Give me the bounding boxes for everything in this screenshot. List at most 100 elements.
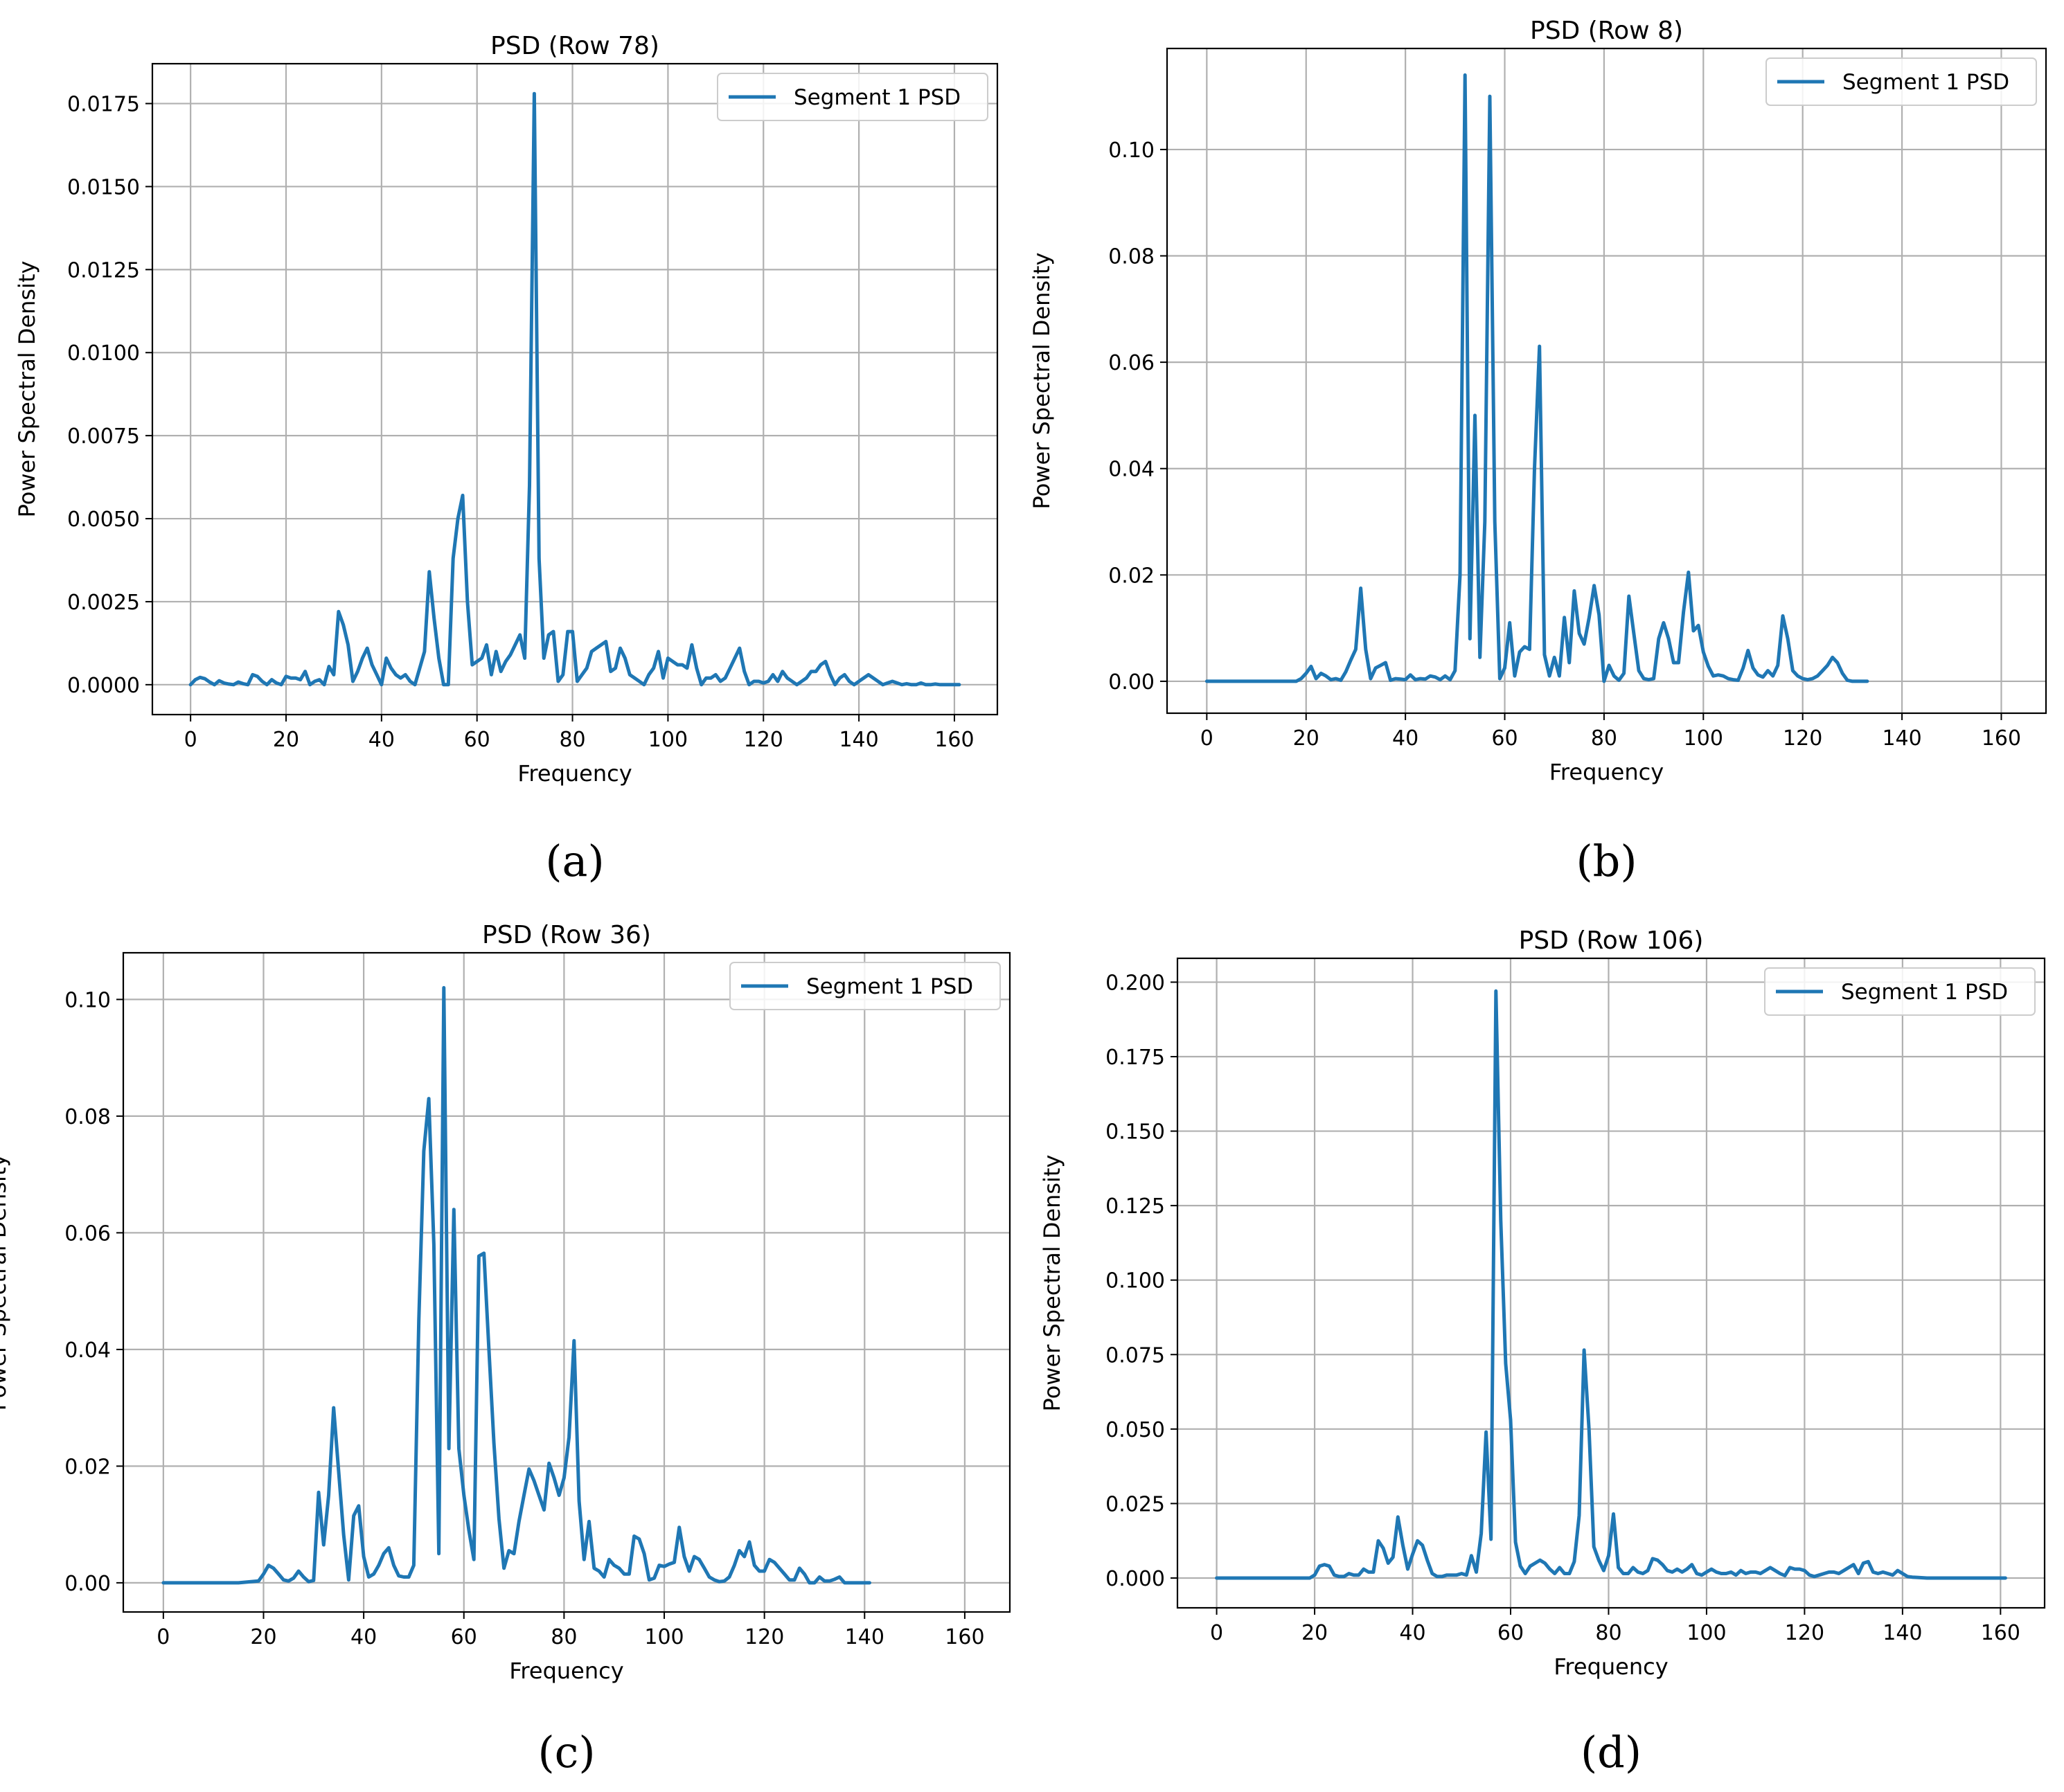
legend-box [1764, 967, 2036, 1016]
y-tick-label: 0.00 [1108, 670, 1155, 695]
legend-label: Segment 1 PSD [806, 974, 973, 999]
x-tick-label: 60 [451, 1625, 477, 1649]
x-tick-label: 140 [839, 728, 878, 752]
x-tick-label: 120 [745, 1625, 784, 1649]
x-tick-label: 160 [945, 1625, 984, 1649]
y-tick-label: 0.125 [1105, 1194, 1165, 1219]
y-tick-label: 0.200 [1105, 971, 1165, 995]
x-tick-label: 0 [157, 1625, 170, 1649]
x-tick-label: 40 [1399, 1621, 1425, 1645]
y-tick-label: 0.0125 [67, 258, 140, 283]
legend: Segment 1 PSD [717, 73, 988, 121]
panel-label: (b) [1576, 836, 1637, 886]
x-tick-label: 0 [184, 728, 197, 752]
y-tick-label: 0.175 [1105, 1046, 1165, 1070]
x-tick-label: 140 [1882, 726, 1921, 751]
y-axis-label: Power Spectral Density [14, 261, 40, 518]
chart-title: PSD (Row 8) [1530, 17, 1683, 45]
x-tick-label: 40 [350, 1625, 377, 1649]
chart-panel-d: 0 20 40 60 80 100 120 140 160 0.000 0.025 0.050 0.07… [1039, 926, 2046, 1777]
chart-title: PSD (Row 78) [490, 32, 659, 60]
y-tick-label: 0.0150 [67, 175, 140, 199]
panel-label: (c) [537, 1727, 595, 1777]
y-axis-label: Power Spectral Density [1039, 1155, 1065, 1412]
y-tick-label: 0.050 [1105, 1418, 1165, 1442]
x-axis-label: Frequency [1549, 759, 1664, 785]
panel-label: (d) [1581, 1727, 1642, 1777]
x-tick-label: 80 [559, 728, 585, 752]
legend-box [1765, 57, 2037, 106]
x-tick-label: 20 [1293, 726, 1319, 751]
x-tick-label: 60 [1497, 1621, 1524, 1645]
chart-panel-c: 0 20 40 60 80 100 120 140 160 0.00 0.02 0.04 0.06 0.0… [0, 921, 1011, 1777]
x-tick-label: 100 [644, 1625, 684, 1649]
legend: Segment 1 PSD [1765, 57, 2037, 106]
legend-box [717, 73, 988, 121]
legend: Segment 1 PSD [1764, 967, 2036, 1016]
y-tick-label: 0.0175 [67, 93, 140, 117]
y-tick-label: 0.06 [1108, 351, 1155, 375]
y-axis-label: Power Spectral Density [1029, 253, 1055, 510]
plot-frame [151, 62, 999, 716]
y-tick-label: 0.06 [64, 1221, 111, 1246]
psd-series-line [161, 986, 871, 1585]
legend-label: Segment 1 PSD [1841, 980, 2008, 1005]
y-tick-label: 0.10 [64, 988, 111, 1012]
x-tick-label: 20 [250, 1625, 276, 1649]
x-tick-label: 20 [1301, 1621, 1328, 1645]
y-tick-label: 0.02 [64, 1455, 111, 1479]
x-tick-label: 120 [1785, 1621, 1824, 1645]
y-tick-label: 0.025 [1105, 1492, 1165, 1516]
y-tick-label: 0.08 [64, 1105, 111, 1129]
x-tick-label: 100 [1687, 1621, 1726, 1645]
x-tick-label: 160 [1981, 1621, 2020, 1645]
y-tick-label: 0.075 [1105, 1343, 1165, 1368]
y-tick-label: 0.0075 [67, 424, 140, 449]
psd-series-line [1204, 73, 1869, 683]
plot-frame [122, 951, 1011, 1613]
y-tick-label: 0.08 [1108, 245, 1155, 269]
legend-box [729, 962, 1001, 1010]
x-tick-label: 40 [1392, 726, 1418, 751]
x-tick-label: 60 [464, 728, 490, 752]
x-tick-label: 160 [1982, 726, 2021, 751]
x-tick-label: 80 [1591, 726, 1617, 751]
y-tick-label: 0.04 [64, 1338, 111, 1363]
x-tick-label: 140 [1883, 1621, 1922, 1645]
panel-label: (a) [545, 836, 604, 886]
x-tick-label: 0 [1200, 726, 1213, 751]
y-axis-label: Power Spectral Density [0, 1154, 11, 1411]
y-tick-label: 0.0050 [67, 508, 140, 532]
x-tick-label: 80 [1595, 1621, 1621, 1645]
x-axis-label: Frequency [517, 760, 632, 787]
x-axis-label: Frequency [1554, 1654, 1668, 1680]
y-tick-label: 0.100 [1105, 1269, 1165, 1293]
y-tick-label: 0.000 [1105, 1567, 1165, 1591]
psd-series-line [1215, 989, 2007, 1580]
chart-panel-b: 0 20 40 60 80 100 120 140 160 0.00 0.02 0.04 0.06 0.0… [1029, 17, 2047, 886]
chart-title: PSD (Row 106) [1519, 926, 1704, 955]
x-axis-label: Frequency [509, 1658, 623, 1684]
legend: Segment 1 PSD [729, 962, 1001, 1010]
x-tick-label: 120 [744, 728, 783, 752]
plot-frame [1166, 47, 2047, 715]
x-tick-label: 20 [273, 728, 299, 752]
plot-frame [1176, 957, 2046, 1609]
y-tick-label: 0.00 [64, 1572, 111, 1596]
y-tick-label: 0.04 [1108, 458, 1155, 482]
y-tick-label: 0.02 [1108, 564, 1155, 588]
x-tick-label: 0 [1210, 1621, 1223, 1645]
x-tick-label: 80 [551, 1625, 577, 1649]
x-tick-label: 100 [648, 728, 688, 752]
chart-title: PSD (Row 36) [482, 921, 651, 949]
x-tick-label: 160 [934, 728, 974, 752]
legend-label: Segment 1 PSD [794, 85, 961, 110]
y-tick-label: 0.0000 [67, 674, 140, 698]
x-tick-label: 60 [1491, 726, 1518, 751]
legend-label: Segment 1 PSD [1842, 70, 2009, 95]
y-tick-label: 0.0025 [67, 591, 140, 615]
y-tick-label: 0.150 [1105, 1120, 1165, 1145]
y-tick-label: 0.0100 [67, 341, 140, 366]
y-tick-label: 0.10 [1108, 138, 1155, 163]
